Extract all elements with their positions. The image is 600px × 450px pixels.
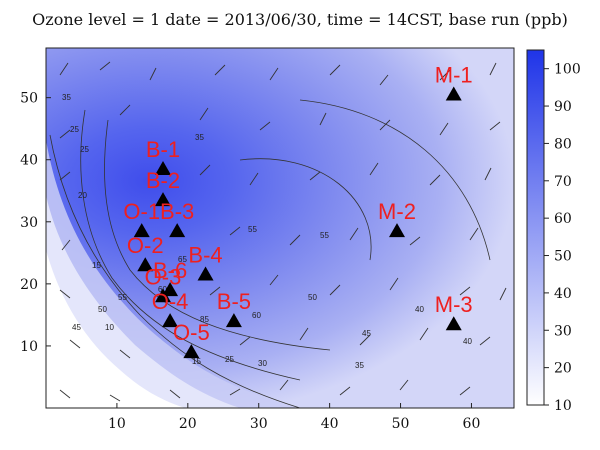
- ozone-field: 3525201510455055606585605045402530354055…: [46, 48, 514, 408]
- station-marker: [389, 223, 405, 238]
- station-label: B-6: [153, 258, 187, 283]
- y-tick-label: 30: [20, 215, 38, 231]
- station-label: B-1: [146, 137, 180, 162]
- contour-value-label: 15: [192, 357, 201, 366]
- x-tick-label: 20: [179, 416, 197, 432]
- contour-value-label: 65: [178, 255, 187, 264]
- station-marker: [155, 288, 171, 303]
- station-marker: [445, 316, 462, 331]
- station-marker: [155, 192, 171, 207]
- contour-value-label: 40: [463, 337, 472, 346]
- station-marker: [183, 344, 200, 359]
- station-label: O-3: [145, 264, 182, 289]
- contour-value-label: 20: [78, 191, 87, 200]
- contour-lines: [49, 99, 491, 408]
- colorbar-tick-label: 50: [554, 249, 572, 265]
- contour-value-label: 55: [320, 231, 329, 240]
- station-marker: [445, 86, 462, 101]
- station-marker: [162, 313, 179, 328]
- wind-barbs: [59, 61, 507, 402]
- contour-value-label: 25: [70, 125, 79, 134]
- x-tick-label: 40: [321, 416, 339, 432]
- colorbar-gradient: [526, 49, 545, 406]
- x-tick-label: 50: [392, 416, 410, 432]
- contour-value-label: 45: [72, 323, 81, 332]
- y-axis: 10 20 30 40 50: [20, 91, 51, 355]
- station-label: O-1: [123, 199, 160, 224]
- contour-line: [299, 99, 491, 261]
- monitoring-stations: M-1 B-1 B-2 O-1 B-3 M-2 O-2 B-4B-6O-3O-4 B-5 M-3 O…: [123, 63, 473, 359]
- colorbar-tick-label: 30: [554, 323, 572, 339]
- station-label: O-5: [173, 320, 210, 345]
- colorbar-tick-label: 10: [554, 398, 572, 414]
- station-label: M-2: [378, 199, 416, 224]
- station-marker: [137, 257, 154, 272]
- contour-line: [104, 119, 331, 351]
- colorbar-tick-label: 90: [554, 99, 572, 115]
- contour-value-label: 60: [252, 311, 261, 320]
- station-marker: [162, 282, 179, 297]
- colorbar-tick-label: 60: [554, 211, 572, 227]
- station-label: B-2: [146, 168, 180, 193]
- station-marker: [169, 223, 186, 238]
- station-label: B-3: [160, 199, 194, 224]
- station-marker: [225, 313, 242, 328]
- map-title: Ozone level = 1 date = 2013/06/30, time …: [32, 10, 568, 29]
- y-tick-label: 50: [20, 91, 38, 107]
- contour-value-label: 50: [308, 293, 317, 302]
- contour-value-label: 30: [258, 359, 267, 368]
- x-tick-label: 10: [108, 416, 126, 432]
- station-marker: [155, 161, 171, 176]
- station-marker: [197, 266, 214, 281]
- contour-value-label: 55: [248, 225, 257, 234]
- colorbar-tick-label: 70: [554, 174, 572, 190]
- y-tick-label: 40: [20, 153, 38, 169]
- clean-air-region: [46, 250, 185, 408]
- station-label: O-2: [127, 233, 164, 258]
- contour-value-label: 35: [355, 361, 364, 370]
- x-tick-label: 30: [250, 416, 268, 432]
- contour-value-label: 50: [98, 305, 107, 314]
- colorbar-tick-label: 20: [554, 361, 572, 377]
- map-frame: [45, 47, 515, 409]
- contour-line: [80, 109, 301, 381]
- contour-value-label: 10: [105, 323, 114, 332]
- contour-value-label: 25: [225, 355, 234, 364]
- station-label: B-4: [188, 243, 222, 268]
- station-label: M-1: [435, 63, 473, 88]
- contour-value-label: 35: [195, 133, 204, 142]
- colorbar-tick-label: 40: [554, 286, 572, 302]
- contour-value-label: 25: [80, 145, 89, 154]
- contour-line: [239, 158, 372, 261]
- contour-value-label: 45: [362, 329, 371, 338]
- y-tick-label: 10: [20, 339, 38, 355]
- colorbar-tick-label: 100: [554, 62, 581, 78]
- colorbar-tick-label: 80: [554, 136, 572, 152]
- contour-line: [49, 134, 301, 408]
- contour-value-label: 85: [200, 315, 209, 324]
- station-label: B-5: [217, 289, 251, 314]
- contour-labels: 3525201510455055606585605045402530354055…: [62, 93, 472, 370]
- contour-value-label: 55: [118, 293, 127, 302]
- station-label: O-4: [152, 289, 189, 314]
- contour-value-label: 15: [92, 261, 101, 270]
- contour-value-label: 35: [62, 93, 71, 102]
- x-tick-label: 60: [463, 416, 481, 432]
- y-tick-label: 20: [20, 277, 38, 293]
- x-axis: 10 20 30 40 50 60: [108, 403, 480, 432]
- colorbar: 10 20 30 40 50 60 70 80 90 100: [526, 49, 581, 414]
- station-marker: [133, 223, 150, 238]
- station-label: M-3: [435, 292, 473, 317]
- contour-value-label: 40: [415, 305, 424, 314]
